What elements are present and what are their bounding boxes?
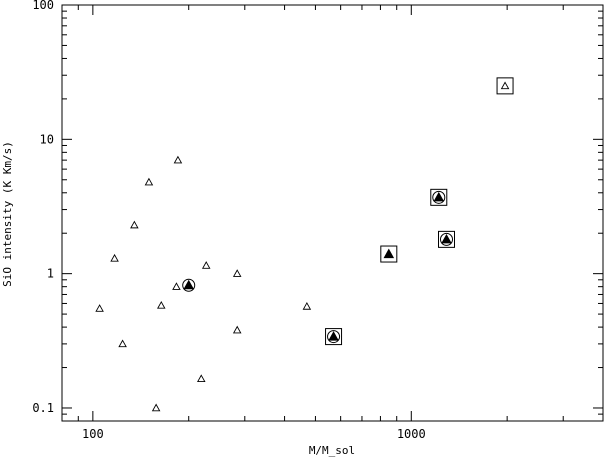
y-tick-label: 10 [40,132,54,146]
x-tick-label: 100 [82,427,104,441]
data-point [430,188,448,206]
data-point [110,253,119,262]
point-square-frame [438,230,456,248]
data-point [95,304,104,312]
open-triangle-marker [130,220,139,229]
open-triangle-marker [172,282,181,290]
data-point [496,77,514,95]
data-point [201,261,211,269]
point-circle-frame [182,278,196,292]
y-tick-label: 0.1 [32,401,54,415]
data-point [130,220,139,229]
point-circle-frame [432,190,446,204]
plot-frame [61,4,604,422]
y-tick-label: 100 [32,0,54,12]
point-square-frame [380,245,398,263]
filled-triangle-marker [183,279,194,290]
open-triangle-marker [118,339,127,348]
x-axis-title: M/M_sol [309,444,355,457]
data-points [95,77,514,412]
open-triangle-marker [95,304,104,312]
data-point [172,282,181,290]
data-point [151,403,161,412]
data-point [157,301,166,309]
data-point [144,177,154,186]
open-triangle-marker [232,325,242,334]
data-point [118,339,127,348]
open-triangle-marker [110,253,119,262]
data-point [325,328,343,346]
data-point [182,278,196,292]
data-point [380,245,398,263]
open-triangle-marker [197,374,206,383]
point-square-frame [325,328,343,346]
data-point [438,230,456,248]
axis-ticks [61,4,604,422]
y-tick-label: 1 [47,267,54,281]
data-point [232,325,242,334]
point-square-frame [430,188,448,206]
open-triangle-marker [157,301,166,309]
filled-triangle-marker [383,248,395,259]
open-triangle-marker [144,177,154,186]
open-triangle-marker [173,155,183,164]
open-triangle-marker [500,81,510,90]
filled-triangle-marker [328,331,339,341]
open-triangle-marker [151,403,161,412]
open-triangle-marker [302,302,312,310]
point-circle-frame [440,232,454,246]
data-point [302,302,312,310]
data-point [173,155,183,164]
open-triangle-marker [201,261,211,269]
filled-triangle-marker [433,191,445,202]
axis-tick-labels: 100 1000 0.1 1 10 100 [32,0,425,441]
open-triangle-marker [232,269,242,277]
data-point [232,269,242,277]
filled-triangle-marker [441,233,452,244]
y-axis-title: SiO intensity (K Km/s) [1,141,14,287]
x-tick-label: 1000 [397,427,426,441]
data-point [197,374,206,383]
point-circle-frame [327,330,341,344]
point-square-frame [496,77,514,95]
